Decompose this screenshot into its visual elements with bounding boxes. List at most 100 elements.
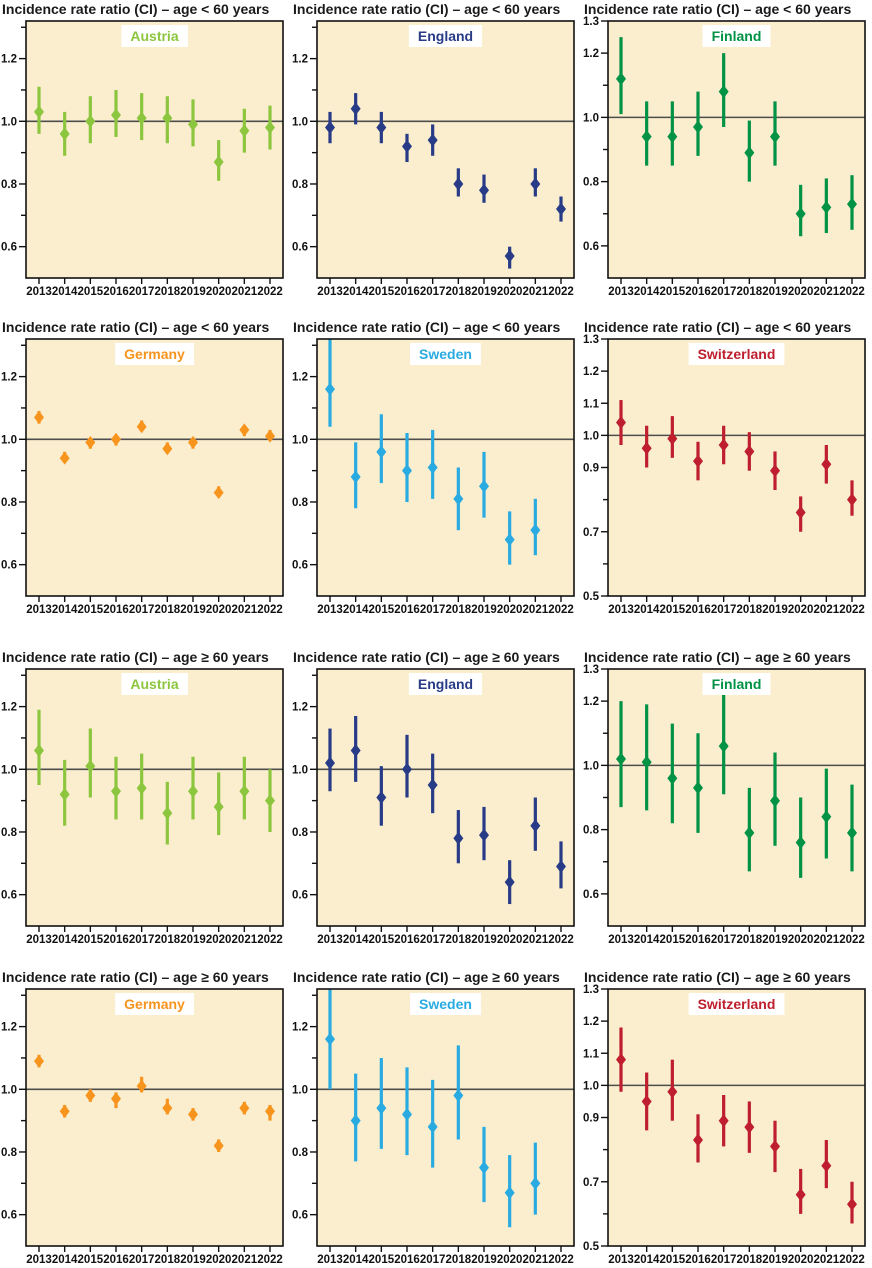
y-tick-label: 0.5 bbox=[583, 1241, 600, 1253]
y-tick-label: 0.6 bbox=[292, 890, 308, 902]
y-tick-label: 0.6 bbox=[1, 560, 17, 572]
x-tick-label: 2022 bbox=[548, 604, 574, 616]
x-tick-label: 2021 bbox=[814, 1254, 840, 1266]
x-tick-label: 2015 bbox=[660, 604, 686, 616]
panel-plot: Incidence rate ratio (CI) – age ≥ 60 yea… bbox=[292, 969, 575, 1266]
point-marker bbox=[376, 121, 387, 135]
plot-background bbox=[26, 989, 283, 1246]
y-tick-label: 1.2 bbox=[583, 366, 599, 378]
point-marker bbox=[847, 1197, 857, 1211]
point-marker bbox=[770, 1139, 780, 1153]
x-tick-label: 2018 bbox=[446, 934, 472, 946]
chart-panel-finland-over60: Incidence rate ratio (CI) – age ≥ 60 yea… bbox=[582, 648, 872, 948]
series-group bbox=[325, 339, 541, 565]
x-tick-label: 2021 bbox=[814, 934, 840, 946]
x-tick-label: 2018 bbox=[155, 604, 181, 616]
point-marker bbox=[504, 1186, 515, 1200]
panel-plot: Incidence rate ratio (CI) – age ≥ 60 yea… bbox=[1, 649, 284, 946]
point-marker bbox=[453, 831, 464, 845]
x-tick-label: 2013 bbox=[608, 934, 634, 946]
point-marker bbox=[325, 121, 335, 135]
point-marker bbox=[479, 828, 489, 842]
panel-title: Incidence rate ratio (CI) – age ≥ 60 yea… bbox=[293, 969, 560, 985]
x-tick-label: 2014 bbox=[343, 604, 369, 616]
y-tick-label: 1.2 bbox=[583, 696, 599, 708]
point-marker bbox=[667, 432, 678, 446]
plot-border bbox=[607, 668, 866, 927]
y-tick-label: 0.8 bbox=[1, 179, 18, 191]
x-tick-label: 2019 bbox=[762, 604, 788, 616]
x-tick-label: 2019 bbox=[471, 604, 497, 616]
x-tick-label: 2015 bbox=[78, 604, 104, 616]
panel-title: Incidence rate ratio (CI) – age < 60 yea… bbox=[293, 1, 561, 17]
y-tick-label: 0.8 bbox=[1, 827, 18, 839]
x-tick-label: 2022 bbox=[839, 604, 865, 616]
chart-panel-sweden-under60: Incidence rate ratio (CI) – age < 60 yea… bbox=[291, 318, 581, 618]
point-marker bbox=[239, 423, 250, 437]
series-group bbox=[34, 86, 275, 181]
x-tick-label: 2016 bbox=[394, 604, 420, 616]
plot-border bbox=[316, 988, 575, 1247]
x-tick-label: 2016 bbox=[103, 604, 129, 616]
x-tick-label: 2017 bbox=[711, 1254, 737, 1266]
point-marker bbox=[325, 382, 335, 396]
panel-plot: Incidence rate ratio (CI) – age ≥ 60 yea… bbox=[292, 649, 575, 946]
x-tick-label: 2014 bbox=[52, 1254, 78, 1266]
point-marker bbox=[162, 806, 173, 820]
x-tick-label: 2014 bbox=[634, 934, 660, 946]
y-tick-label: 1.2 bbox=[292, 372, 308, 384]
country-label: Austria bbox=[130, 28, 178, 44]
series-group bbox=[325, 93, 566, 269]
x-tick-label: 2014 bbox=[343, 1254, 369, 1266]
plot-background bbox=[608, 989, 865, 1246]
plot-background bbox=[317, 21, 574, 278]
point-marker bbox=[821, 200, 832, 214]
point-marker bbox=[616, 416, 626, 430]
point-marker bbox=[744, 444, 755, 458]
point-marker bbox=[616, 72, 626, 86]
point-marker bbox=[530, 819, 541, 833]
country-label: Austria bbox=[130, 676, 178, 692]
y-tick-label: 1.0 bbox=[292, 116, 308, 128]
x-tick-label: 2017 bbox=[129, 604, 155, 616]
point-marker bbox=[504, 875, 515, 889]
x-tick-label: 2020 bbox=[788, 934, 814, 946]
x-tick-label: 2016 bbox=[394, 934, 420, 946]
x-tick-label: 2020 bbox=[206, 286, 232, 298]
chart-panel-switzerland-over60: Incidence rate ratio (CI) – age ≥ 60 yea… bbox=[582, 968, 872, 1268]
y-tick-label: 1.0 bbox=[1, 434, 17, 446]
series-group bbox=[616, 400, 857, 532]
point-marker bbox=[325, 1032, 335, 1046]
point-marker bbox=[188, 1107, 198, 1121]
x-tick-label: 2020 bbox=[788, 286, 814, 298]
x-tick-label: 2021 bbox=[523, 604, 549, 616]
point-marker bbox=[616, 752, 626, 766]
x-tick-label: 2019 bbox=[180, 286, 206, 298]
x-tick-label: 2021 bbox=[232, 286, 258, 298]
x-tick-label: 2018 bbox=[737, 604, 763, 616]
plot-border bbox=[607, 988, 866, 1247]
country-label: Switzerland bbox=[698, 346, 776, 362]
country-label: Germany bbox=[124, 346, 185, 362]
chart-panel-austria-under60: Incidence rate ratio (CI) – age < 60 yea… bbox=[0, 0, 290, 300]
y-tick-label: 0.9 bbox=[583, 1113, 599, 1125]
y-tick-label: 0.5 bbox=[583, 591, 600, 603]
y-tick-label: 0.9 bbox=[583, 463, 599, 475]
point-marker bbox=[847, 826, 857, 840]
plot-background bbox=[317, 989, 574, 1246]
x-tick-label: 2013 bbox=[608, 286, 634, 298]
chart-panel-england-over60: Incidence rate ratio (CI) – age ≥ 60 yea… bbox=[291, 648, 581, 948]
y-tick-label: 1.2 bbox=[1, 1022, 17, 1034]
x-tick-label: 2021 bbox=[814, 286, 840, 298]
chart-panel-austria-over60: Incidence rate ratio (CI) – age ≥ 60 yea… bbox=[0, 648, 290, 948]
x-tick-label: 2014 bbox=[52, 604, 78, 616]
point-marker bbox=[847, 197, 857, 211]
point-marker bbox=[744, 826, 755, 840]
point-marker bbox=[59, 787, 70, 801]
x-tick-label: 2015 bbox=[660, 286, 686, 298]
point-marker bbox=[376, 1101, 387, 1115]
x-tick-label: 2013 bbox=[26, 934, 52, 946]
x-tick-label: 2019 bbox=[762, 1254, 788, 1266]
point-marker bbox=[641, 755, 652, 769]
